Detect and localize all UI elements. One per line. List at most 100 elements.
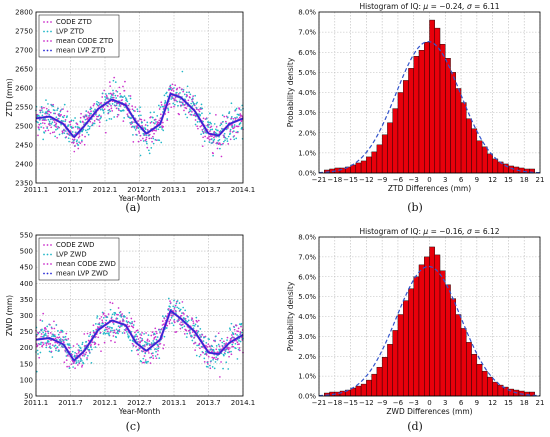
- y-tick-label: 200: [20, 344, 33, 352]
- lvp-point: [208, 141, 211, 143]
- y-axis-label: ZWD (mm): [5, 295, 14, 336]
- y-tick-label: 5.0%: [298, 69, 316, 77]
- lvp-point: [41, 109, 43, 111]
- code-point: [195, 329, 198, 332]
- code-point: [180, 104, 183, 107]
- code-point: [238, 343, 240, 345]
- lvp-point: [71, 350, 74, 353]
- lvp-point: [192, 324, 194, 327]
- x-tick-label: 3: [443, 399, 447, 407]
- lvp-point: [51, 121, 54, 124]
- lvp-point: [144, 352, 147, 355]
- lvp-point: [62, 339, 65, 342]
- legend-marker: [46, 30, 49, 33]
- lvp-point: [150, 121, 153, 123]
- lvp-point: [43, 131, 46, 134]
- lvp-point: [177, 104, 179, 107]
- code-point: [143, 355, 146, 357]
- x-tick-label: 0: [427, 399, 431, 407]
- lvp-point: [157, 128, 160, 131]
- lvp-point: [43, 329, 46, 332]
- lvp-point: [116, 330, 119, 333]
- code-point: [146, 338, 149, 341]
- lvp-point: [215, 128, 217, 131]
- histogram-bar: [355, 162, 362, 174]
- lvp-point: [173, 87, 175, 89]
- lvp-point: [194, 323, 197, 326]
- lvp-point: [152, 352, 154, 354]
- x-tick-label: 12: [488, 399, 497, 407]
- lvp-point: [233, 326, 236, 329]
- code-point: [73, 141, 75, 144]
- lvp-point: [214, 339, 216, 342]
- lvp-point: [225, 361, 228, 364]
- lvp-point: [187, 319, 190, 322]
- code-point: [144, 124, 147, 126]
- lvp-point: [236, 358, 239, 360]
- lvp-point: [134, 129, 137, 131]
- code-point: [168, 320, 171, 323]
- lvp-point: [38, 331, 41, 333]
- code-point: [181, 323, 184, 326]
- legend-marker: [43, 30, 45, 33]
- lvp-point: [128, 95, 130, 97]
- title-mu-symbol: μ =: [422, 2, 439, 11]
- y-axis-label: ZTD (mm): [5, 78, 14, 116]
- lvp-point: [142, 357, 145, 360]
- lvp-point: [196, 331, 199, 334]
- code-point: [63, 341, 65, 344]
- legend-marker: [43, 272, 45, 275]
- lvp-point: [46, 127, 49, 130]
- lvp-point: [47, 340, 50, 343]
- lvp-point: [212, 358, 214, 361]
- lvp-point: [161, 315, 164, 318]
- lvp-point: [64, 335, 67, 338]
- lvp-point: [74, 351, 76, 354]
- lvp-point: [211, 128, 214, 131]
- lvp-point: [239, 122, 242, 124]
- code-point: [49, 111, 52, 114]
- code-point: [45, 328, 47, 330]
- code-point: [187, 99, 190, 102]
- code-point: [40, 335, 43, 338]
- lvp-point: [68, 343, 70, 345]
- legend-marker: [46, 263, 49, 265]
- code-point: [145, 136, 148, 139]
- lvp-point: [132, 324, 135, 326]
- code-point: [197, 319, 200, 322]
- lvp-point: [102, 111, 105, 114]
- code-point: [74, 145, 76, 147]
- code-point: [185, 107, 188, 110]
- lvp-point: [233, 138, 236, 141]
- lvp-point: [111, 103, 114, 105]
- y-tick-label: 3.0%: [298, 109, 316, 117]
- lvp-point: [86, 358, 88, 361]
- lvp-point: [70, 119, 73, 122]
- code-point: [100, 316, 103, 318]
- lvp-point: [112, 79, 115, 82]
- lvp-point: [239, 333, 242, 336]
- code-point: [138, 130, 140, 133]
- code-point: [168, 103, 171, 105]
- code-point: [148, 137, 151, 140]
- lvp-point: [233, 124, 236, 126]
- code-point: [97, 343, 100, 346]
- lvp-point: [152, 142, 155, 145]
- title-sigma-symbol: , σ =: [462, 227, 483, 236]
- code-point: [189, 96, 191, 99]
- lvp-point: [236, 130, 239, 133]
- lvp-point: [193, 324, 196, 327]
- lvp-point: [229, 329, 232, 331]
- code-point: [192, 322, 195, 325]
- code-point: [37, 332, 40, 335]
- code-point: [50, 126, 53, 129]
- histogram-bar: [381, 134, 388, 174]
- y-tick-label: 4.0%: [298, 313, 316, 321]
- lvp-point: [130, 349, 133, 352]
- y-tick-label: 50: [24, 393, 33, 401]
- code-point: [41, 344, 44, 347]
- legend-marker: [43, 49, 45, 52]
- lvp-point: [181, 326, 184, 329]
- lvp-point: [57, 117, 60, 120]
- code-point: [141, 339, 144, 342]
